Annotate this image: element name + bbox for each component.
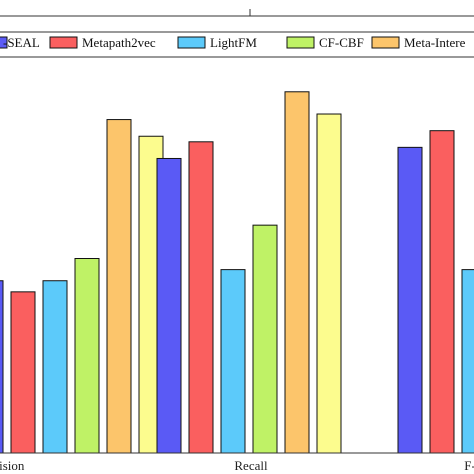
bar-metapath2vec-precision xyxy=(10,291,36,454)
bar-n-seal-recall xyxy=(156,157,182,454)
x-axis: ecision Recall F- xyxy=(0,458,474,473)
legend-swatch-cf-cbf xyxy=(286,36,315,49)
bar-metapath2vec-recall xyxy=(188,141,214,454)
bar-cf-cbf-recall xyxy=(252,224,278,454)
bar-ours-recall xyxy=(316,113,342,454)
bar-n-seal-precision xyxy=(0,280,4,454)
legend-label-lightfm: LightFM xyxy=(210,35,257,50)
x-tick-label-precision: ecision xyxy=(0,458,25,473)
legend-label-n-seal: -SEAL xyxy=(3,35,40,50)
legend-label-metapath2vec: Metapath2vec xyxy=(82,35,156,50)
bar-metapath2vec-f-measure xyxy=(429,130,455,454)
bar-meta-interest-recall xyxy=(284,91,310,454)
legend-swatch-n-seal xyxy=(0,36,8,49)
x-tick-label-recall: Recall xyxy=(234,458,268,473)
legend-swatch-lightfm xyxy=(177,36,206,49)
legend-swatch-meta-interest xyxy=(371,36,400,49)
bar-lightfm-precision xyxy=(42,280,68,454)
bar-lightfm-recall xyxy=(220,269,246,454)
bar-cf-cbf-precision xyxy=(74,258,100,454)
legend: -SEAL Metapath2vec LightFM CF-CBF Meta-Inter… xyxy=(0,9,474,58)
bar-n-seal-f-measure xyxy=(397,146,423,454)
x-tick-label-f-measure: F- xyxy=(464,458,474,473)
bar-lightfm-f-measure xyxy=(461,269,474,454)
plot-area xyxy=(0,91,474,454)
legend-label-meta-interest: Meta-Intere xyxy=(404,35,466,50)
legend-swatch-metapath2vec xyxy=(49,36,78,49)
bar-meta-interest-precision xyxy=(106,119,132,454)
legend-label-cf-cbf: CF-CBF xyxy=(319,35,364,50)
